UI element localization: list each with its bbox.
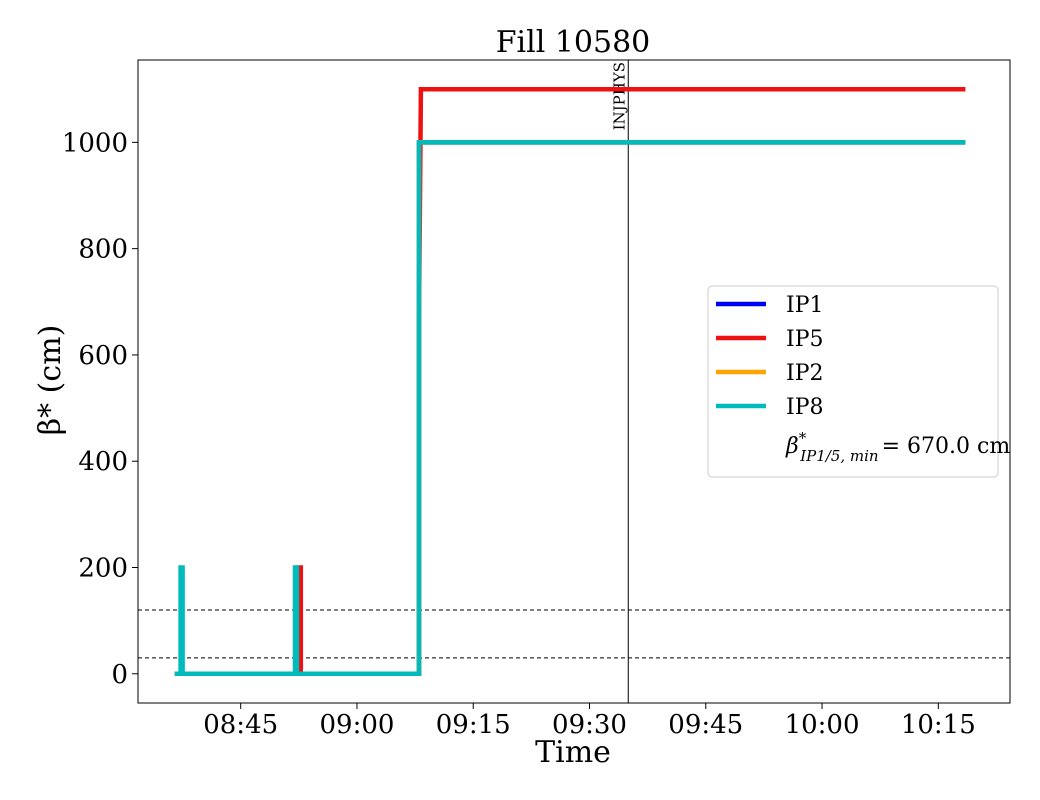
x-tick-label: 09:30 xyxy=(552,710,627,740)
plot-area: 0 200 400 600 800 1000 08:45 09:00 09:15 09:30 09:… xyxy=(62,59,1011,740)
x-tick-label: 10:00 xyxy=(785,710,860,740)
y-tick-label: 800 xyxy=(78,235,128,265)
series-line-ip8 xyxy=(174,140,966,677)
y-axis-label: β* (cm) xyxy=(33,325,68,436)
y-tick-label: 1000 xyxy=(62,128,128,158)
legend-label-ip2: IP2 xyxy=(786,361,824,386)
y-tick-label: 200 xyxy=(78,553,128,583)
legend-label-ip5: IP5 xyxy=(786,327,824,352)
x-tick-label: 10:15 xyxy=(901,710,976,740)
y-tick-label: 400 xyxy=(78,447,128,477)
x-tick-label: 09:00 xyxy=(320,710,395,740)
legend-label-ip1: IP1 xyxy=(786,293,824,318)
legend-box xyxy=(707,285,999,478)
vline-label: INJPHYS xyxy=(610,62,628,130)
legend-label-ip8: IP8 xyxy=(786,395,824,420)
chart-title: Fill 10580 xyxy=(496,25,651,60)
y-tick-label: 600 xyxy=(78,341,128,371)
legend-beta-min: β* IP1/5, min = 670.0 cm xyxy=(785,429,1010,465)
plot-frame xyxy=(137,59,1011,704)
x-tick-label: 09:15 xyxy=(436,710,511,740)
y-tick-label: 0 xyxy=(111,660,128,690)
legend: IP1 IP5 IP2 IP8 β* IP1/5, min = 670.0 cm xyxy=(707,285,1010,478)
x-tick-label: 09:45 xyxy=(668,710,743,740)
x-tick-label: 08:45 xyxy=(203,710,278,740)
x-axis-label: Time xyxy=(535,735,611,770)
